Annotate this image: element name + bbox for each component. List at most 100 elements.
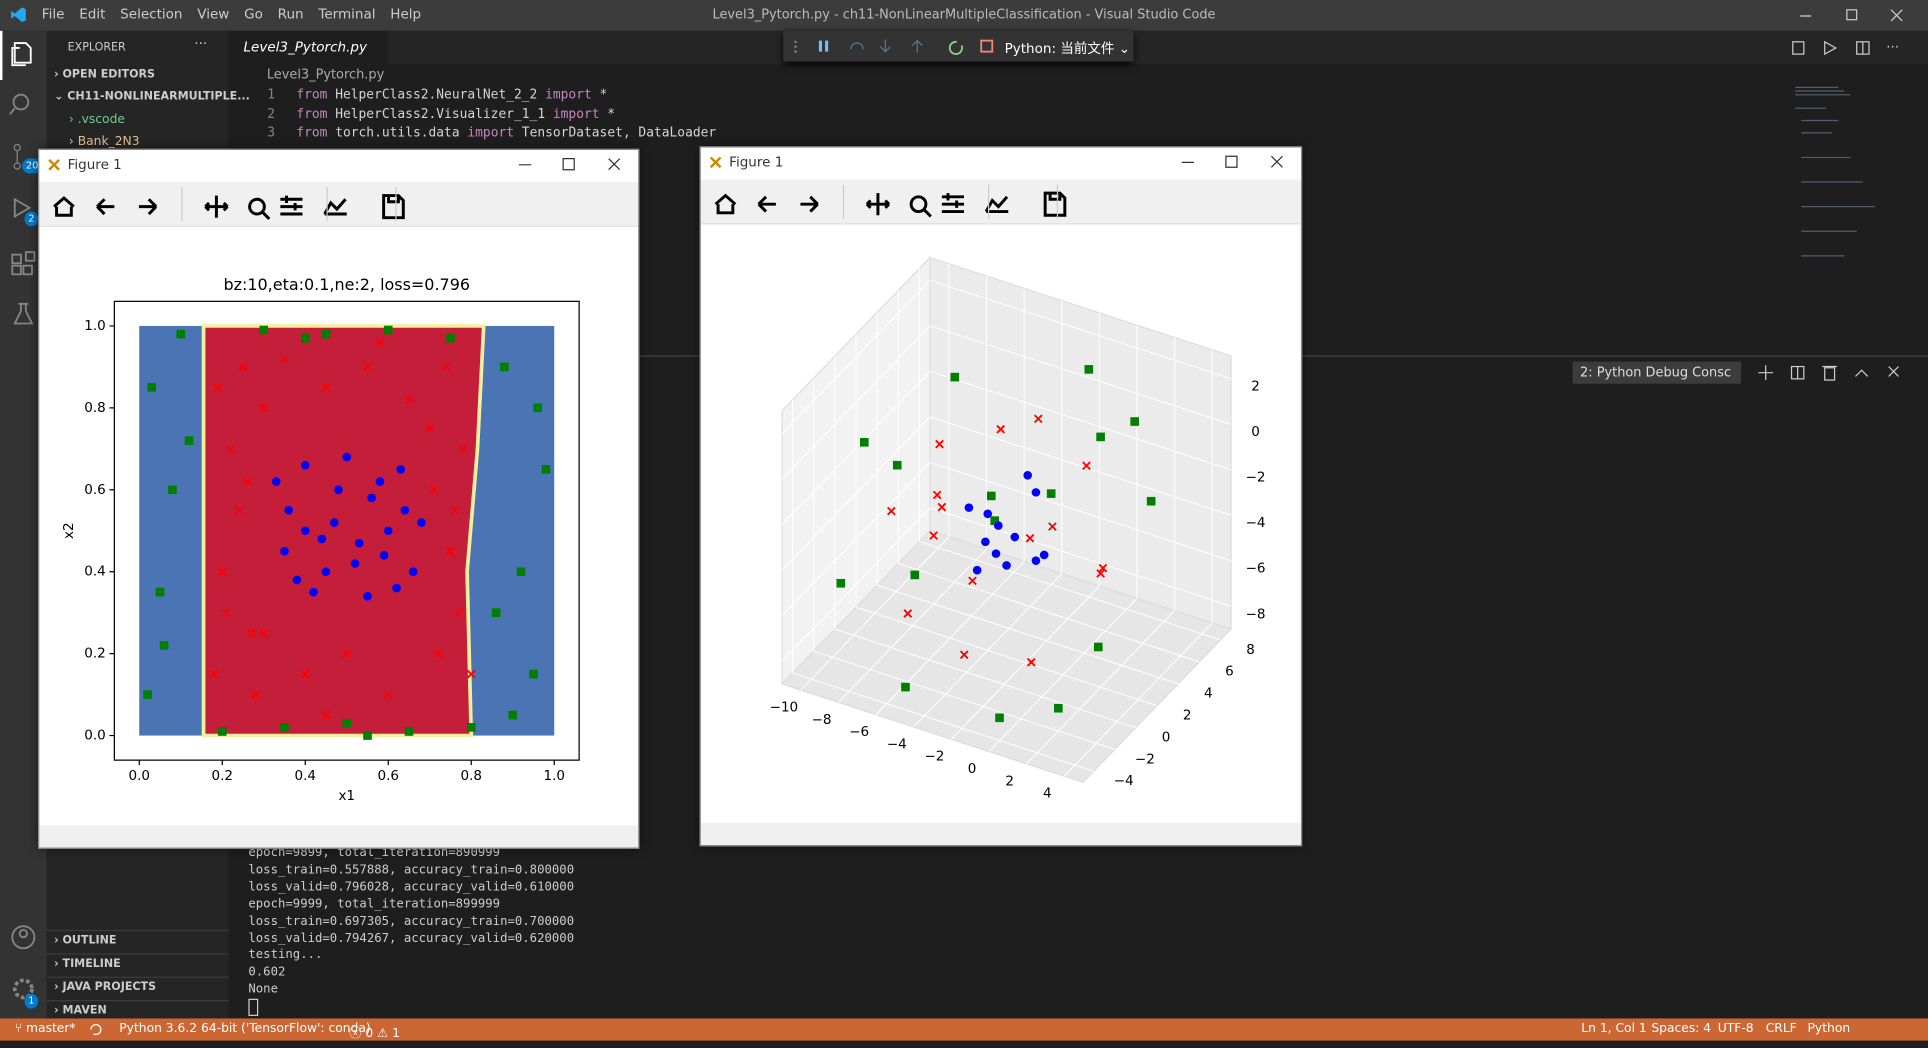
- sidebar-section[interactable]: › TIMELINE: [46, 953, 229, 976]
- point: [996, 424, 1005, 434]
- editor-actions: ···: [1792, 40, 1899, 56]
- panel-actions: [1758, 365, 1899, 381]
- point: [321, 567, 331, 577]
- figure-title: Figure 1: [729, 154, 783, 170]
- status-eol[interactable]: CRLF: [1765, 1022, 1797, 1036]
- point: [466, 669, 476, 679]
- toolbar-button[interactable]: [941, 193, 965, 214]
- grid-line: [781, 370, 931, 525]
- point: [375, 337, 385, 347]
- section-label: OPEN EDITORS: [62, 68, 156, 82]
- y-tick-label: 2: [1183, 707, 1192, 723]
- point: [342, 649, 352, 658]
- x-tick-label: 0.0: [129, 768, 150, 784]
- sidebar-section[interactable]: › MAVEN: [46, 999, 229, 1023]
- folder[interactable]: ⌄ CH11-NONLINEARMULTIPLE...: [54, 91, 250, 104]
- svg-text:···: ···: [1886, 40, 1899, 56]
- debug-config[interactable]: Python: 当前文件 ⌄: [1004, 40, 1131, 57]
- menu-item[interactable]: Edit: [79, 6, 106, 23]
- status-position[interactable]: Ln 1, Col 1: [1581, 1022, 1647, 1036]
- x-tick-label: −4: [887, 736, 907, 752]
- y-tick-label: 0.2: [84, 646, 105, 662]
- plot-frame: [113, 300, 580, 761]
- status-python[interactable]: Python 3.6.2 64-bit ('TensorFlow': conda…: [119, 1022, 371, 1036]
- cursor: [248, 998, 259, 1016]
- tree-item[interactable]: › Bank_2N3: [68, 135, 140, 149]
- point: [375, 477, 385, 486]
- toolbar-button[interactable]: [138, 198, 158, 216]
- toolbar-button[interactable]: [204, 195, 229, 218]
- code-text: from HelperClass2.NeuralNet_2_2 import *: [296, 87, 608, 103]
- toolbar-button[interactable]: [248, 197, 271, 220]
- point: [1054, 703, 1063, 713]
- terminal-line: epoch=9899, total_iteration=890999: [248, 846, 501, 860]
- toolbar-button[interactable]: [757, 195, 776, 213]
- toolbar-button[interactable]: [96, 198, 115, 216]
- toolbar-button[interactable]: [714, 193, 737, 215]
- figure-window: Figure 1 −10 −8 −6 −4 −2 0 2 4 −4 −2 0 2 4 6 8 −8 −6 −4 −2 0…: [699, 146, 1303, 847]
- y-axis-label: x2: [61, 522, 77, 539]
- sidebar-section[interactable]: › OUTLINE: [46, 929, 229, 953]
- code-lines: 1 from HelperClass2.NeuralNet_2_2 import …: [246, 87, 716, 144]
- point: [342, 452, 352, 462]
- section-open-editors[interactable]: › OPEN EDITORS: [54, 68, 156, 82]
- chart-title: bz:10,eta:0.1,ne:2, loss=0.796: [223, 275, 470, 294]
- point: [932, 490, 942, 500]
- toolbar-button[interactable]: [53, 196, 75, 217]
- sidebar-section[interactable]: › JAVA PROJECTS: [46, 976, 229, 1000]
- point: [396, 464, 405, 474]
- y-tick-label: −4: [1114, 773, 1134, 789]
- figure-window: Figure 1 bz:10,eta:0.1,ne:2, loss=0.796 x1…: [38, 148, 640, 849]
- point: [541, 464, 551, 474]
- terminal-line: 0.602: [248, 965, 286, 980]
- grid-line: [929, 507, 1232, 607]
- point: [929, 531, 938, 540]
- status-problems[interactable]: ⓧ 0 ⚠ 1: [349, 1027, 400, 1041]
- z-tick-label: −6: [1246, 561, 1266, 577]
- status-spaces[interactable]: Spaces: 4: [1651, 1022, 1712, 1036]
- terminal-line: loss_train=0.697305, accuracy_train=0.70…: [248, 914, 575, 929]
- toolbar-button[interactable]: [280, 195, 303, 216]
- menu-item[interactable]: Go: [244, 6, 263, 23]
- status-branch[interactable]: ⑂ master*: [14, 1022, 76, 1036]
- menu-item[interactable]: Terminal: [318, 6, 376, 23]
- more-icon[interactable]: ···: [194, 35, 208, 52]
- menu-item[interactable]: View: [197, 6, 230, 23]
- toolbar-button[interactable]: [865, 193, 891, 216]
- y-tick-label: 0.8: [84, 400, 105, 416]
- point: [363, 362, 372, 372]
- point: [363, 591, 372, 601]
- point: [226, 444, 235, 454]
- point: [991, 549, 1001, 558]
- sync-icon[interactable]: [89, 1022, 104, 1037]
- x-tick-label: 2: [1005, 773, 1014, 789]
- point: [280, 723, 289, 732]
- sidebar-sections: › OUTLINE › TIMELINE › JAVA PROJECTS › MAVE…: [46, 929, 229, 1023]
- warning-count: 1: [392, 1027, 400, 1041]
- menu-item[interactable]: Run: [277, 6, 304, 23]
- grid-line: [834, 628, 1137, 729]
- point: [886, 506, 896, 516]
- point: [1093, 642, 1103, 652]
- status-language[interactable]: Python: [1807, 1022, 1851, 1036]
- menu-item[interactable]: Help: [390, 6, 422, 23]
- grid-line: [929, 325, 1232, 425]
- x-tick-label: 0: [968, 761, 977, 777]
- title-bar: File Edit Selection View Go Run Terminal Help L…: [0, 0, 1928, 31]
- status-encoding[interactable]: UTF-8: [1717, 1022, 1754, 1036]
- point: [901, 682, 910, 692]
- toolbar-button[interactable]: [909, 195, 932, 218]
- window-controls[interactable]: [518, 158, 621, 171]
- point: [446, 333, 455, 343]
- editor-tab[interactable]: Level3_Pytorch.py: [228, 30, 389, 64]
- point: [1002, 561, 1011, 570]
- terminal-select[interactable]: 2: Python Debug Consc: [1572, 361, 1742, 384]
- tree-item[interactable]: › .vscode: [68, 113, 125, 127]
- point: [859, 438, 869, 447]
- point: [354, 538, 364, 548]
- toolbar-button[interactable]: [800, 195, 819, 213]
- menu-item[interactable]: Selection: [120, 6, 183, 23]
- window-controls[interactable]: [1181, 155, 1283, 168]
- menu-item[interactable]: File: [41, 6, 65, 23]
